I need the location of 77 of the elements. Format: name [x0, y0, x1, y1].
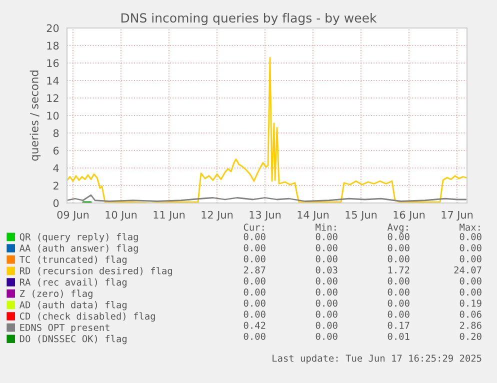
text: 0.00	[460, 288, 482, 296]
y-tick-label: 18	[47, 42, 59, 50]
text: 0.00	[388, 277, 410, 285]
text: 0.20	[460, 332, 482, 340]
text: 2.86	[460, 322, 482, 329]
text: 0.00	[316, 288, 338, 296]
legend-label: EDNS OPT present	[20, 324, 110, 333]
text: 2.87	[244, 266, 266, 274]
text: 0.00	[388, 300, 410, 307]
y-tick-label: 12	[47, 94, 58, 102]
x-tick-label: 14 Jun	[298, 210, 329, 221]
text: 24.07	[454, 266, 482, 274]
y-tick-label: 4	[53, 164, 59, 172]
text: 0.00	[316, 322, 338, 329]
text: 0.01	[388, 332, 410, 340]
text: 0.00	[316, 310, 338, 318]
text: 1.72	[388, 266, 410, 274]
y-tick-label: 10	[47, 112, 59, 120]
chart-title: DNS incoming queries by flags - by week	[121, 12, 377, 26]
legend-label: TC (truncated) flag	[20, 256, 126, 265]
text: 0.00	[244, 233, 266, 240]
y-tick-label: 8	[53, 129, 59, 138]
x-tick-label: 17 Jun	[442, 210, 473, 221]
text: 0.00	[460, 255, 482, 262]
x-tick-label: 11 Jun	[154, 210, 185, 221]
legend-label: RD (recursion desired) flag	[20, 267, 172, 276]
y-tick-label: 16	[47, 59, 59, 68]
x-tick-label: 10 Jun	[106, 210, 137, 221]
text: 0.00	[316, 277, 338, 285]
legend-label: AD (auth data) flag	[20, 301, 126, 310]
text: 0.00	[388, 255, 410, 262]
text: 0.00	[316, 233, 338, 240]
text: 0.00	[316, 255, 338, 262]
text: Last update: Tue Jun 17 16:25:29 2025	[272, 354, 482, 364]
x-tick-label: 16 Jun	[394, 210, 425, 221]
text: 0.00	[388, 310, 410, 318]
x-tick-label: 13 Jun	[250, 210, 281, 221]
text: 0.00	[244, 300, 266, 307]
legend-label: QR (query reply) flag	[20, 233, 138, 242]
text: 0.00	[316, 332, 338, 340]
text: Max:	[460, 224, 480, 231]
y-tick-label: 2	[53, 182, 58, 190]
text: 0.00	[244, 310, 266, 318]
text: 0.00	[244, 332, 266, 340]
text: 0.00	[388, 288, 410, 296]
y-tick-label: 20	[46, 24, 59, 32]
y-axis-title: queries / second	[30, 70, 41, 161]
text: 0.00	[316, 244, 338, 252]
text: 0.17	[388, 322, 410, 329]
text: 0.19	[460, 300, 482, 307]
legend-label: AA (auth answer) flag	[20, 244, 138, 254]
text: 0.00	[388, 244, 410, 252]
x-tick-label: 12 Jun	[202, 210, 233, 221]
y-tick-label: 0	[53, 199, 59, 208]
legend-label: DO (DNSSEC OK) flag	[20, 334, 126, 344]
text: 0.42	[244, 322, 266, 329]
text: 0.00	[244, 277, 266, 285]
y-tick-label: 6	[53, 146, 59, 155]
text: Min:	[316, 223, 336, 231]
legend-label: Z (zero) flag	[20, 290, 92, 299]
x-tick-label: 09 Jun	[57, 210, 89, 221]
legend-label: CD (check disabled) flag	[20, 312, 155, 322]
text: 0.03	[316, 266, 338, 274]
text: 0.00	[316, 300, 338, 307]
text: 0.00	[244, 288, 266, 296]
text: 0.00	[460, 244, 482, 252]
legend-label: RA (rec avail) flag	[20, 278, 126, 288]
text: 0.00	[460, 277, 482, 285]
text: 0.00	[244, 255, 266, 262]
text: 0.00	[388, 233, 410, 240]
text: Avg:	[387, 224, 408, 233]
y-tick-label: 14	[47, 76, 59, 84]
text: Cur:	[244, 224, 264, 231]
text: 0.06	[460, 310, 482, 318]
text: 0.00	[244, 244, 266, 252]
x-tick-label: 15 Jun	[346, 210, 377, 221]
text: 0.00	[460, 233, 482, 240]
